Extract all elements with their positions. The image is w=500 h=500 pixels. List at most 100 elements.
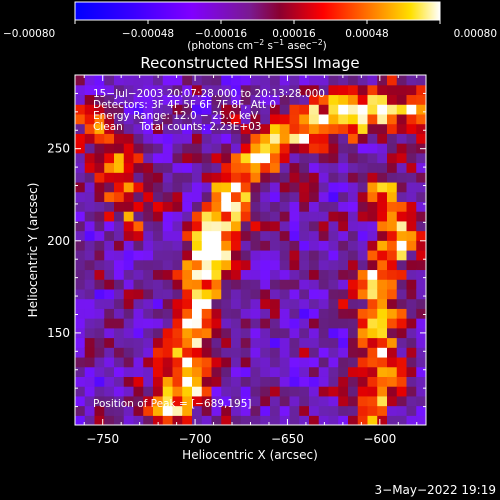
heatmap-cell — [396, 405, 408, 416]
heatmap-cell — [114, 201, 125, 212]
heatmap-cell — [231, 288, 242, 300]
heatmap-cell — [387, 386, 398, 397]
heatmap-cell — [270, 376, 281, 387]
heatmap-cell — [270, 366, 281, 377]
heatmap-cell — [318, 240, 330, 251]
heatmap-cell — [123, 94, 135, 105]
heatmap-cell — [211, 104, 222, 115]
heatmap-cell — [377, 366, 388, 377]
heatmap-cell — [348, 356, 359, 368]
heatmap-cell — [387, 211, 398, 222]
heatmap-cell — [357, 279, 369, 290]
heatmap-cell — [260, 152, 271, 164]
heatmap-cell — [357, 337, 369, 348]
heatmap-cell — [201, 143, 213, 154]
heatmap-cell — [192, 376, 203, 387]
heatmap-cell — [348, 172, 359, 183]
heatmap-cell — [240, 395, 252, 407]
heatmap-cell — [201, 240, 213, 251]
heatmap-cell — [143, 405, 154, 416]
heatmap-cell — [396, 133, 408, 144]
heatmap-cell — [221, 230, 232, 241]
heatmap-cell — [143, 347, 154, 358]
heatmap-cell — [240, 288, 252, 300]
heatmap-cell — [162, 356, 174, 368]
heatmap-cell — [250, 259, 261, 271]
heatmap-cell — [250, 152, 261, 164]
heatmap-cell — [309, 133, 320, 144]
heatmap-cell — [396, 84, 408, 96]
heatmap-cell — [367, 269, 378, 280]
heatmap-cell — [94, 327, 105, 339]
heatmap-cell — [377, 104, 388, 115]
heatmap-cell — [123, 143, 135, 154]
heatmap-cell — [94, 415, 105, 425]
heatmap-cell — [192, 279, 203, 290]
heatmap-cell — [416, 298, 426, 309]
heatmap-cell — [75, 172, 86, 183]
heatmap-cell — [250, 269, 261, 280]
heatmap-cell — [367, 318, 378, 329]
heatmap-cell — [153, 152, 164, 164]
heatmap-cell — [338, 211, 349, 222]
heatmap-cell — [348, 94, 359, 105]
heatmap-cell — [114, 259, 125, 271]
heatmap-cell — [94, 337, 105, 348]
heatmap-cell — [133, 318, 144, 329]
heatmap-cell — [123, 288, 135, 300]
heatmap-cell — [240, 162, 252, 173]
heatmap-cell — [406, 191, 417, 202]
heatmap-cell — [84, 143, 96, 154]
heatmap-cell — [270, 133, 281, 144]
heatmap-cell — [318, 172, 330, 183]
heatmap-cell — [416, 395, 426, 407]
heatmap-cell — [162, 288, 174, 300]
heatmap-cell — [84, 269, 96, 280]
heatmap-cell — [289, 84, 300, 96]
heatmap-cell — [318, 395, 330, 407]
heatmap-cell — [240, 327, 252, 339]
heatmap-cell — [153, 347, 164, 358]
heatmap-cell — [153, 172, 164, 183]
heatmap-cell — [94, 269, 105, 280]
heatmap-cell — [133, 94, 144, 105]
heatmap-cell — [133, 230, 144, 241]
heatmap-cell — [309, 240, 320, 251]
heatmap-cell — [299, 143, 310, 154]
heatmap-cell — [318, 269, 330, 280]
heatmap-cell — [416, 386, 426, 397]
heatmap-cell — [396, 113, 408, 125]
heatmap-cell — [231, 230, 242, 241]
heatmap-cell — [299, 347, 310, 358]
heatmap-cell — [348, 337, 359, 348]
heatmap-cell — [231, 113, 242, 125]
heatmap-cell — [328, 143, 339, 154]
heatmap-cell — [377, 201, 388, 212]
heatmap-cell — [406, 113, 417, 125]
heatmap-cell — [201, 230, 213, 241]
heatmap-cell — [260, 356, 271, 368]
heatmap-cell — [153, 298, 164, 309]
heatmap-cell — [270, 259, 281, 271]
heatmap-cell — [123, 181, 135, 193]
heatmap-cell — [172, 220, 183, 232]
heatmap-cell — [289, 143, 300, 154]
heatmap-cell — [211, 113, 222, 125]
heatmap-cell — [260, 250, 271, 261]
heatmap-cell — [231, 191, 242, 202]
heatmap-cell — [357, 104, 369, 115]
heatmap-cell — [328, 250, 339, 261]
heatmap-cell — [416, 104, 426, 115]
heatmap-cell — [289, 172, 300, 183]
heatmap-cell — [75, 162, 86, 173]
heatmap-cell — [328, 405, 339, 416]
heatmap-cell — [162, 220, 174, 232]
heatmap-cell — [75, 298, 86, 309]
heatmap-cell — [367, 220, 378, 232]
heatmap-cell — [387, 143, 398, 154]
heatmap-cell — [338, 172, 349, 183]
heatmap-cell — [133, 405, 144, 416]
heatmap-cell — [94, 347, 105, 358]
heatmap-cell — [416, 415, 426, 425]
heatmap-cell — [279, 386, 291, 397]
